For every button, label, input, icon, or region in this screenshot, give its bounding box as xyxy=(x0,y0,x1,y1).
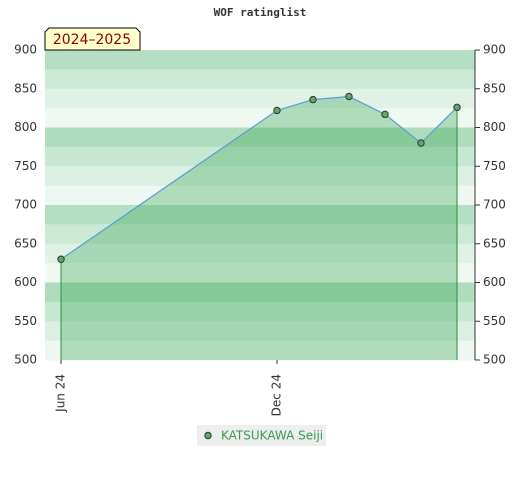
legend-label: KATSUKAWA Seiji xyxy=(221,429,323,443)
y2-tick-label: 700 xyxy=(483,198,506,212)
background-stripe xyxy=(45,321,475,342)
subtitle: 2024–2025 xyxy=(53,32,131,48)
y-tick-label: 750 xyxy=(14,159,37,173)
y-tick-label: 500 xyxy=(14,353,37,367)
marker xyxy=(381,110,389,119)
background-stripe xyxy=(45,185,475,206)
marker xyxy=(273,106,281,115)
marker xyxy=(345,92,353,101)
y-tick-label: 700 xyxy=(14,198,37,212)
background-stripe xyxy=(45,69,475,90)
background-stripe xyxy=(45,243,475,264)
y2-tick-label: 800 xyxy=(483,120,506,134)
background-stripe xyxy=(45,108,475,128)
y-tick-label: 900 xyxy=(14,43,37,57)
background-stripe xyxy=(45,205,475,225)
y2-tick-label: 900 xyxy=(483,43,506,57)
chart-title: WOF ratinglist xyxy=(214,6,307,19)
legend-marker xyxy=(204,431,212,440)
y2-tick-label: 650 xyxy=(483,236,506,250)
y2-tick-label: 500 xyxy=(483,353,506,367)
marker xyxy=(453,103,461,112)
y-tick-label: 600 xyxy=(14,275,37,289)
x-tick-label: Jun 24 xyxy=(54,374,68,413)
y2-tick-label: 550 xyxy=(483,314,506,328)
marker xyxy=(309,95,317,104)
background-stripe xyxy=(45,301,475,322)
background-stripe xyxy=(45,166,475,187)
y-tick-label: 850 xyxy=(14,81,37,95)
y-tick-label: 800 xyxy=(14,120,37,134)
y2-tick-label: 600 xyxy=(483,275,506,289)
background-stripe xyxy=(45,88,475,109)
background-stripe xyxy=(45,224,475,245)
background-stripe xyxy=(45,50,475,70)
background-stripe xyxy=(45,263,475,283)
legend-box xyxy=(197,425,326,446)
legend: KATSUKAWA Seiji xyxy=(197,425,326,446)
x-tick-label: Dec 24 xyxy=(270,374,284,416)
y2-tick-label: 850 xyxy=(483,81,506,95)
background-stripe xyxy=(45,127,475,148)
y-tick-label: 650 xyxy=(14,236,37,250)
marker xyxy=(57,255,65,263)
background-stripe xyxy=(45,282,475,303)
marker xyxy=(417,139,425,147)
y2-tick-label: 750 xyxy=(483,159,506,173)
subtitle-box xyxy=(44,27,141,51)
area xyxy=(61,96,457,360)
background-stripe xyxy=(45,146,475,167)
background-stripe xyxy=(45,340,475,361)
y-tick-label: 550 xyxy=(14,314,37,328)
